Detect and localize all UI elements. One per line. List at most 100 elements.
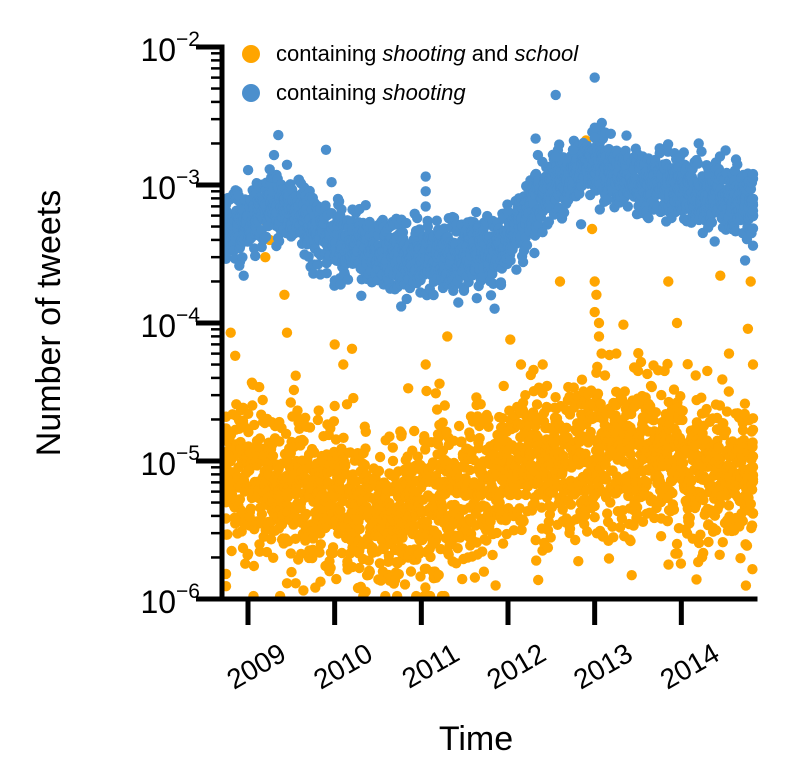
- data-point: [742, 323, 754, 334]
- data-point: [576, 374, 588, 385]
- data-point-outlier: [593, 331, 605, 342]
- data-point: [739, 398, 751, 409]
- data-point: [256, 509, 268, 520]
- data-point-outlier: [702, 365, 713, 377]
- data-point: [691, 574, 702, 585]
- data-point-outlier: [442, 331, 453, 342]
- data-point: [618, 319, 629, 330]
- data-point: [226, 545, 237, 557]
- x-axis-title: Time: [439, 720, 513, 758]
- data-point: [465, 431, 476, 443]
- data-point-outlier: [520, 390, 531, 401]
- data-point: [573, 556, 584, 567]
- data-point: [723, 500, 735, 511]
- legend-label-shooting-and-school: containing shooting and school: [276, 41, 579, 66]
- data-point: [682, 359, 693, 370]
- data-point: [622, 201, 633, 212]
- data-point: [300, 412, 311, 423]
- data-point: [335, 505, 346, 516]
- data-point: [433, 569, 444, 581]
- data-point: [267, 450, 279, 462]
- data-point: [374, 451, 386, 463]
- data-point: [717, 537, 728, 548]
- data-point: [434, 378, 445, 389]
- data-point: [477, 546, 488, 557]
- data-point-outlier: [586, 223, 598, 235]
- y-major-ticks: 10−6 10−5 10−4 10−3 10−2: [140, 28, 222, 620]
- x-tick-label: 2011: [397, 637, 465, 694]
- data-point: [684, 512, 695, 523]
- data-point: [428, 289, 439, 301]
- data-point: [662, 358, 673, 370]
- data-point: [747, 564, 758, 575]
- y-axis-title: Number of tweets: [30, 190, 68, 456]
- data-point: [545, 532, 556, 543]
- data-point: [619, 386, 630, 397]
- data-point: [327, 547, 339, 559]
- data-point: [720, 426, 732, 437]
- data-point: [412, 451, 424, 462]
- data-point-outlier: [591, 289, 602, 300]
- data-point: [437, 417, 448, 428]
- data-point: [295, 548, 307, 560]
- data-point: [419, 431, 430, 442]
- data-point: [595, 398, 606, 410]
- data-point-outlier: [281, 327, 293, 338]
- data-point: [374, 558, 386, 569]
- data-point: [265, 534, 277, 545]
- data-point: [690, 370, 701, 381]
- data-point: [558, 207, 570, 218]
- data-point: [268, 149, 280, 161]
- data-point: [561, 422, 572, 433]
- data-point: [662, 139, 674, 150]
- data-point: [300, 508, 312, 520]
- data-point: [471, 293, 482, 304]
- data-point: [248, 560, 260, 572]
- data-point: [396, 428, 407, 439]
- data-point-outlier: [745, 276, 756, 287]
- data-point: [723, 386, 734, 397]
- data-point: [483, 421, 494, 432]
- data-point: [528, 364, 539, 376]
- data-point: [405, 566, 417, 577]
- data-point: [478, 566, 490, 577]
- data-point: [437, 503, 448, 514]
- data-point-outlier: [420, 359, 431, 370]
- data-point-outlier: [541, 380, 553, 392]
- data-point-outlier: [260, 252, 271, 263]
- data-point-outlier: [234, 260, 245, 271]
- data-point: [481, 535, 492, 546]
- data-point: [328, 416, 340, 427]
- data-point: [427, 457, 439, 468]
- data-point: [290, 533, 301, 544]
- data-point-outlier: [281, 159, 293, 170]
- data-point-outlier: [420, 171, 431, 182]
- y-tick-label: 10−4: [140, 304, 200, 344]
- data-point: [709, 236, 720, 247]
- y-tick-label: 10−3: [140, 166, 200, 206]
- data-point: [280, 428, 292, 439]
- data-point: [530, 133, 541, 144]
- data-point: [517, 256, 529, 268]
- data-point: [592, 361, 603, 372]
- data-point: [602, 508, 613, 519]
- data-point: [464, 464, 476, 476]
- data-point: [740, 580, 752, 591]
- data-point: [562, 432, 573, 443]
- data-point: [592, 388, 604, 399]
- data-point: [326, 177, 337, 188]
- data-point: [675, 558, 687, 569]
- data-point: [568, 382, 579, 393]
- data-point: [495, 277, 507, 288]
- data-point: [420, 582, 431, 593]
- y-tick-label: 10−6: [140, 580, 200, 620]
- data-point: [667, 487, 678, 499]
- data-point-outlier: [589, 306, 600, 318]
- data-point: [747, 424, 759, 435]
- data-point: [387, 455, 399, 467]
- data-point: [487, 549, 498, 561]
- data-point: [747, 451, 759, 462]
- data-point: [485, 290, 497, 301]
- data-point: [706, 217, 718, 228]
- data-point-outlier: [273, 129, 284, 141]
